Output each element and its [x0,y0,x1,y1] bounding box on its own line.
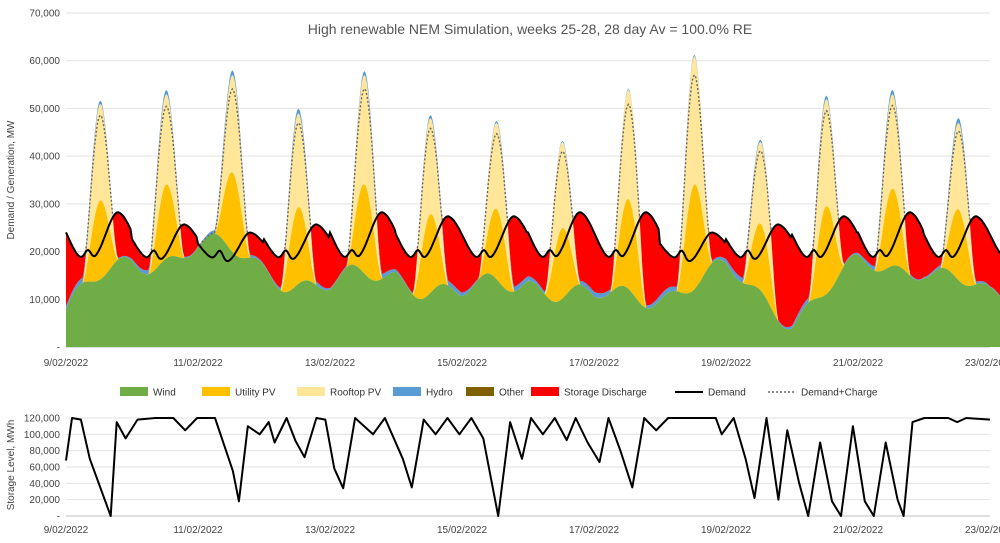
legend-label: Storage Discharge [564,388,647,399]
bottom-y-tick: - [57,512,60,523]
bottom-x-tick: 17/02/2022 [569,525,619,536]
legend-label: Wind [153,388,176,399]
top-y-tick: 60,000 [29,56,60,67]
demand-line [65,211,1000,262]
area-utility-pv [66,172,1000,330]
storage-level-line-group [65,417,991,517]
bottom-y-tick: 20,000 [29,495,60,506]
top-x-tick: 13/02/2022 [305,358,355,369]
bottom-x-tick: 11/02/2022 [173,525,223,536]
top-y-tick: 40,000 [29,152,60,163]
top-x-tick: 21/02/2022 [833,358,883,369]
top-x-tick: 9/02/2022 [44,358,89,369]
top-x-tick: 11/02/2022 [173,358,223,369]
bottom-x-tick: 13/02/2022 [305,525,355,536]
top-x-tick: 17/02/2022 [569,358,619,369]
bottom-y-tick-labels: - 20,000 40,000 60,000 80,000 100,000 120,000 [24,414,61,523]
bottom-x-tick: 23/02/2022 [965,525,1000,536]
legend-label: Demand+Charge [801,388,878,399]
legend-label: Hydro [426,388,453,399]
legend: Wind Utility PV Rooftop PV Hydro Other Storag… [120,387,878,399]
top-y-tick: 20,000 [29,247,60,258]
top-x-tick: 19/02/2022 [701,358,751,369]
top-x-tick-labels: 9/02/2022 11/02/2022 13/02/2022 15/02/2022 1… [44,358,1000,369]
area-storage-discharge [66,54,1000,328]
legend-label: Rooftop PV [330,388,381,399]
top-y-tick: 50,000 [29,104,60,115]
bottom-y-axis-label: Storage Level, MWh [6,420,17,511]
top-demand-lines [65,73,1000,262]
bottom-x-tick-labels: 9/02/2022 11/02/2022 13/02/2022 15/02/2022 1… [44,525,1000,536]
bottom-x-tick: 19/02/2022 [701,525,751,536]
top-y-axis-label: Demand / Generation, MW [6,120,17,239]
top-y-tick: 30,000 [29,199,60,210]
legend-label: Other [499,388,525,399]
legend-swatch [297,387,325,396]
top-y-tick: 10,000 [29,295,60,306]
legend-swatch [393,387,421,396]
bottom-x-tick: 15/02/2022 [437,525,487,536]
storage-level-line [65,417,991,517]
top-x-tick: 15/02/2022 [437,358,487,369]
legend-label: Demand [708,388,746,399]
bottom-gridlines [66,417,990,517]
area-wind [66,233,1000,347]
bottom-y-tick: 60,000 [29,463,60,474]
legend-swatch [531,387,559,396]
legend-swatch [202,387,230,396]
legend-label: Utility PV [235,388,276,399]
legend-swatch [466,387,494,396]
top-x-tick: 23/02/2022 [965,358,1000,369]
top-y-tick: - [57,343,60,354]
bottom-y-tick: 100,000 [24,430,61,441]
bottom-y-tick: 40,000 [29,479,60,490]
chart-title: High renewable NEM Simulation, weeks 25-… [308,21,753,37]
legend-swatch [120,387,148,396]
bottom-y-tick: 80,000 [29,446,60,457]
top-y-tick: 70,000 [29,9,60,20]
top-y-tick-labels: - 10,000 20,000 30,000 40,000 50,000 60,000 70,… [29,9,60,354]
bottom-y-tick: 120,000 [24,414,61,425]
bottom-x-tick: 21/02/2022 [833,525,883,536]
bottom-x-tick: 9/02/2022 [44,525,89,536]
